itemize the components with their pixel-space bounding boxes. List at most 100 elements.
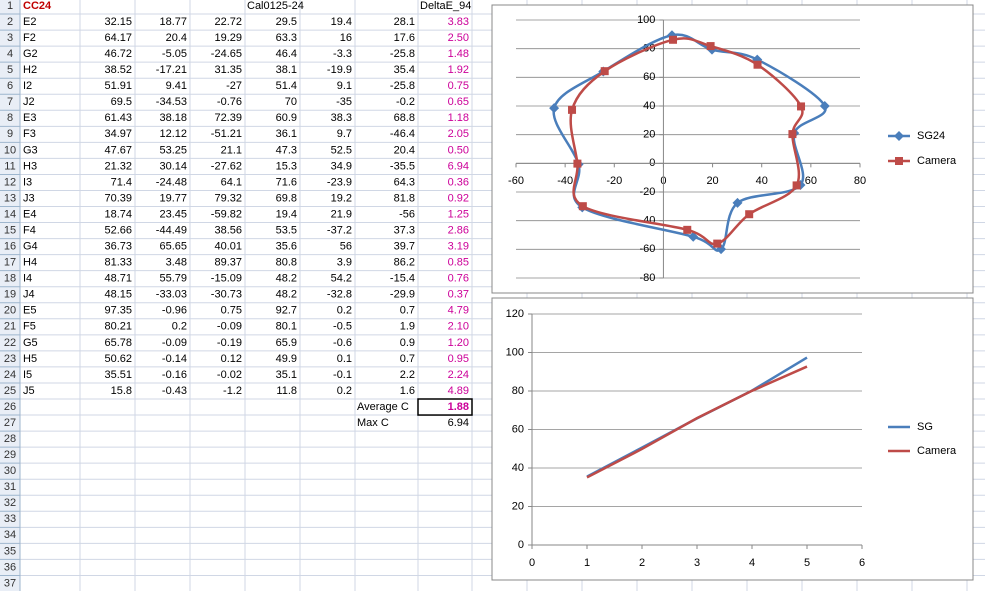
value-cell: -59.82 — [211, 208, 242, 220]
value-cell: 21.1 — [221, 144, 242, 156]
value-cell: 61.43 — [104, 112, 132, 124]
value-cell: 80.8 — [276, 257, 297, 269]
value-cell: 70.39 — [104, 192, 132, 204]
marker — [753, 60, 762, 69]
value-cell: 9.7 — [337, 128, 352, 140]
value-cell: 2.2 — [400, 369, 415, 381]
value-cell: 81.33 — [104, 257, 132, 269]
y-tick-label: 40 — [643, 100, 655, 112]
value-cell: -17.21 — [156, 64, 187, 76]
row-number: 30 — [4, 465, 16, 477]
row-number: 6 — [7, 80, 13, 92]
value-cell: 80.1 — [276, 321, 297, 333]
value-cell: 69.5 — [111, 96, 132, 108]
marker — [683, 225, 692, 234]
value-cell: 0.12 — [221, 353, 242, 365]
patch-name: I5 — [23, 369, 32, 381]
value-cell: -33.03 — [156, 289, 187, 301]
value-cell: 38.3 — [331, 112, 352, 124]
row-number: 4 — [7, 48, 13, 60]
row-number: 2 — [7, 16, 13, 28]
value-cell: 28.1 — [394, 16, 415, 28]
patch-name: F4 — [23, 224, 36, 236]
patch-name: G3 — [23, 144, 38, 156]
value-cell: 97.35 — [104, 305, 132, 317]
delta-e-cell: 3.83 — [448, 16, 469, 28]
patch-name: H4 — [23, 257, 37, 269]
row-number: 21 — [4, 321, 16, 333]
value-cell: 34.9 — [331, 160, 352, 172]
patch-name: E5 — [23, 305, 36, 317]
x-tick-label: -40 — [557, 175, 573, 187]
patch-name: F5 — [23, 321, 36, 333]
delta-e-cell: 2.10 — [448, 321, 469, 333]
row-number: 27 — [4, 417, 16, 429]
row-number: 17 — [4, 257, 16, 269]
value-cell: 0.9 — [400, 337, 415, 349]
chart-frame — [491, 297, 974, 581]
delta-e-cell: 2.50 — [448, 32, 469, 44]
value-cell: 3.48 — [166, 257, 187, 269]
value-cell: -25.8 — [390, 48, 415, 60]
value-cell: -34.53 — [156, 96, 187, 108]
y-tick-label: 60 — [512, 423, 524, 435]
value-cell: 47.3 — [276, 144, 297, 156]
row-number: 14 — [4, 208, 16, 220]
value-cell: -56 — [399, 208, 415, 220]
row-number: 29 — [4, 449, 16, 461]
patch-name: G4 — [23, 241, 38, 253]
x-tick-label: 6 — [859, 557, 865, 569]
value-cell: -44.49 — [156, 224, 187, 236]
marker — [788, 130, 797, 139]
patch-name: J5 — [23, 385, 35, 397]
value-cell: -0.19 — [217, 337, 242, 349]
value-cell: -29.9 — [390, 289, 415, 301]
delta-e-cell: 2.05 — [448, 128, 469, 140]
value-cell: -0.76 — [217, 96, 242, 108]
value-cell: -0.1 — [333, 369, 352, 381]
row-number: 3 — [7, 32, 13, 44]
x-tick-label: -60 — [508, 175, 524, 187]
delta-e-cell: 4.89 — [448, 385, 469, 397]
x-tick-label: 20 — [706, 175, 718, 187]
value-cell: 35.6 — [276, 241, 297, 253]
row-number: 36 — [4, 561, 16, 573]
value-cell: 21.9 — [331, 208, 352, 220]
y-tick-label: 20 — [512, 500, 524, 512]
value-cell: -0.43 — [162, 385, 187, 397]
value-cell: 19.2 — [331, 192, 352, 204]
delta-e-cell: 1.25 — [448, 208, 469, 220]
x-tick-label: -20 — [606, 175, 622, 187]
delta-e-cell: 1.48 — [448, 48, 469, 60]
row-number: 28 — [4, 433, 16, 445]
value-cell: 52.66 — [104, 224, 132, 236]
legend-label: SG — [917, 421, 933, 433]
value-cell: 0.2 — [337, 385, 352, 397]
y-tick-label: 60 — [643, 71, 655, 83]
marker — [669, 35, 678, 44]
patch-name: I2 — [23, 80, 32, 92]
value-cell: 38.18 — [159, 112, 187, 124]
value-cell: 53.25 — [159, 144, 187, 156]
value-cell: -32.8 — [327, 289, 352, 301]
value-cell: -1.2 — [223, 385, 242, 397]
marker — [792, 181, 801, 190]
value-cell: 80.21 — [104, 321, 132, 333]
value-cell: -24.65 — [211, 48, 242, 60]
value-cell: 89.37 — [214, 257, 242, 269]
value-cell: -46.4 — [390, 128, 415, 140]
selected-cell — [417, 398, 473, 416]
patch-name: H2 — [23, 64, 37, 76]
value-cell: 22.72 — [214, 16, 242, 28]
value-cell: 71.6 — [276, 176, 297, 188]
value-cell: -15.09 — [211, 273, 242, 285]
row-number: 15 — [4, 224, 16, 236]
value-cell: 15.8 — [111, 385, 132, 397]
value-cell: 46.4 — [276, 48, 297, 60]
patch-name: E4 — [23, 208, 36, 220]
patch-name: E3 — [23, 112, 36, 124]
patch-name: F2 — [23, 32, 36, 44]
row-number: 9 — [7, 128, 13, 140]
